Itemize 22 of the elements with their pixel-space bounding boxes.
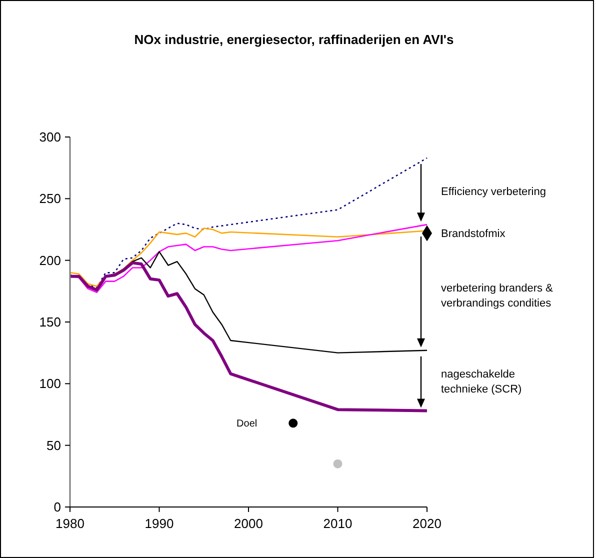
x-tick-label: 2020 bbox=[412, 516, 442, 531]
y-tick-label: 100 bbox=[39, 376, 61, 392]
y-tick-label: 200 bbox=[39, 252, 61, 268]
y-tick-label: 50 bbox=[46, 438, 61, 453]
x-tick-label: 2010 bbox=[323, 516, 352, 531]
annotation: Doel bbox=[236, 418, 258, 430]
line-series bbox=[69, 157, 428, 288]
chart-title: NOx industrie, energiesector, raffinaderijen en AVI's bbox=[134, 32, 454, 47]
y-tick-label: 150 bbox=[39, 314, 61, 330]
x-tick-label: 2000 bbox=[234, 516, 263, 531]
text: Brandstofmix bbox=[441, 228, 506, 240]
y-tick-label: 0 bbox=[54, 500, 61, 515]
text: nageschakelde technieke (SCR) bbox=[441, 368, 522, 396]
x-tick-label: 1990 bbox=[144, 516, 174, 531]
y-tick-label: 250 bbox=[39, 191, 61, 206]
point bbox=[288, 418, 298, 428]
text: verbetering branders & verbrandings condities bbox=[441, 282, 554, 310]
point bbox=[333, 459, 342, 468]
text: Efficiency verbetering bbox=[441, 186, 546, 198]
x-tick-label: 1980 bbox=[56, 516, 84, 531]
line-series bbox=[68, 261, 428, 412]
y-tick-label: 300 bbox=[39, 130, 61, 145]
